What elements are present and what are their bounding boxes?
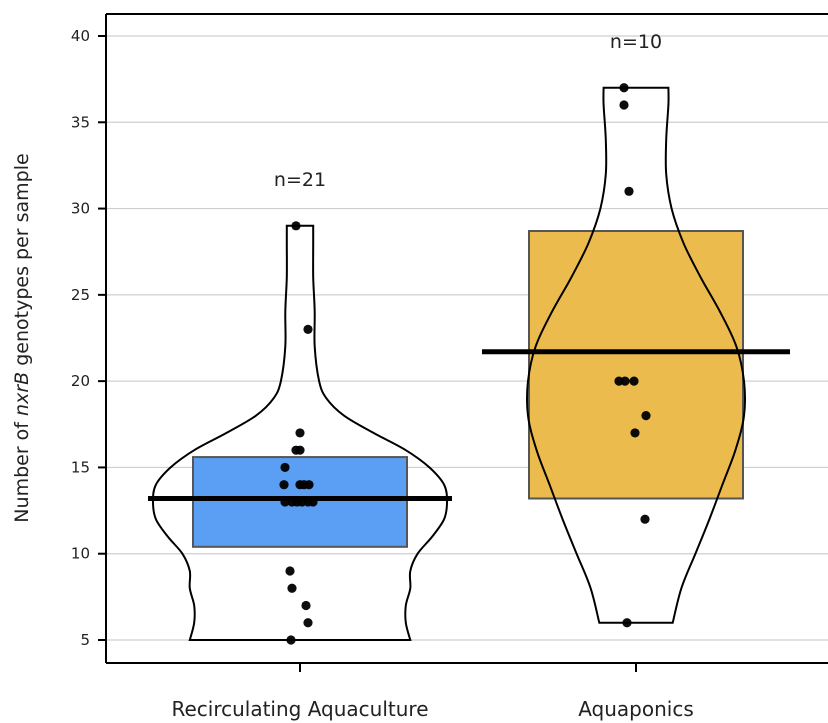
data-point (287, 583, 297, 593)
data-point (286, 635, 296, 645)
interval-bars (192, 230, 744, 548)
axes (98, 13, 828, 672)
data-point (620, 376, 630, 386)
y-tick-label-30: 30 (71, 200, 90, 218)
data-point (619, 83, 629, 93)
data-point (640, 514, 650, 524)
violin-1 (525, 86, 747, 624)
x-category-label-0: Recirculating Aquaculture (171, 697, 428, 721)
y-tick-label-10: 10 (71, 545, 90, 563)
y-tick-label-25: 25 (71, 286, 90, 304)
data-point (291, 221, 301, 231)
violin-0 (151, 224, 449, 641)
data-point (622, 618, 632, 628)
interval-bar-1 (528, 230, 744, 500)
x-category-label-1: Aquaponics (578, 697, 694, 721)
y-tick-label-15: 15 (71, 458, 90, 476)
y-axis-title-part-3: genotypes per sample (11, 153, 33, 372)
data-point (641, 411, 651, 421)
data-point (285, 566, 295, 576)
data-point (619, 100, 629, 110)
y-axis-title-part-2: nxrB (11, 372, 33, 416)
data-point (303, 618, 313, 628)
data-point (303, 324, 313, 334)
data-point (304, 480, 314, 490)
y-tick-label-40: 40 (71, 27, 90, 45)
data-point (301, 600, 311, 611)
labels: 5 10 15 20 25 30 35 40 n=21 Recirculating Aquacul… (71, 27, 694, 721)
data-point (630, 428, 640, 438)
data-point (629, 376, 639, 386)
y-axis-title-part-1: Number of (11, 416, 33, 523)
data-point (280, 462, 290, 473)
data-point (291, 445, 301, 455)
n-label-0: n=21 (274, 169, 326, 191)
y-tick-label-20: 20 (71, 372, 90, 390)
mean-lines (148, 349, 790, 501)
n-label-1: n=10 (610, 31, 662, 53)
y-tick-label-35: 35 (71, 113, 90, 131)
y-tick-label-5: 5 (80, 631, 90, 649)
y-axis-title: Number of nxrB genotypes per sample (11, 153, 33, 522)
data-point (624, 186, 634, 196)
data-point (295, 428, 305, 438)
data-point (279, 480, 289, 490)
violins (151, 86, 747, 641)
